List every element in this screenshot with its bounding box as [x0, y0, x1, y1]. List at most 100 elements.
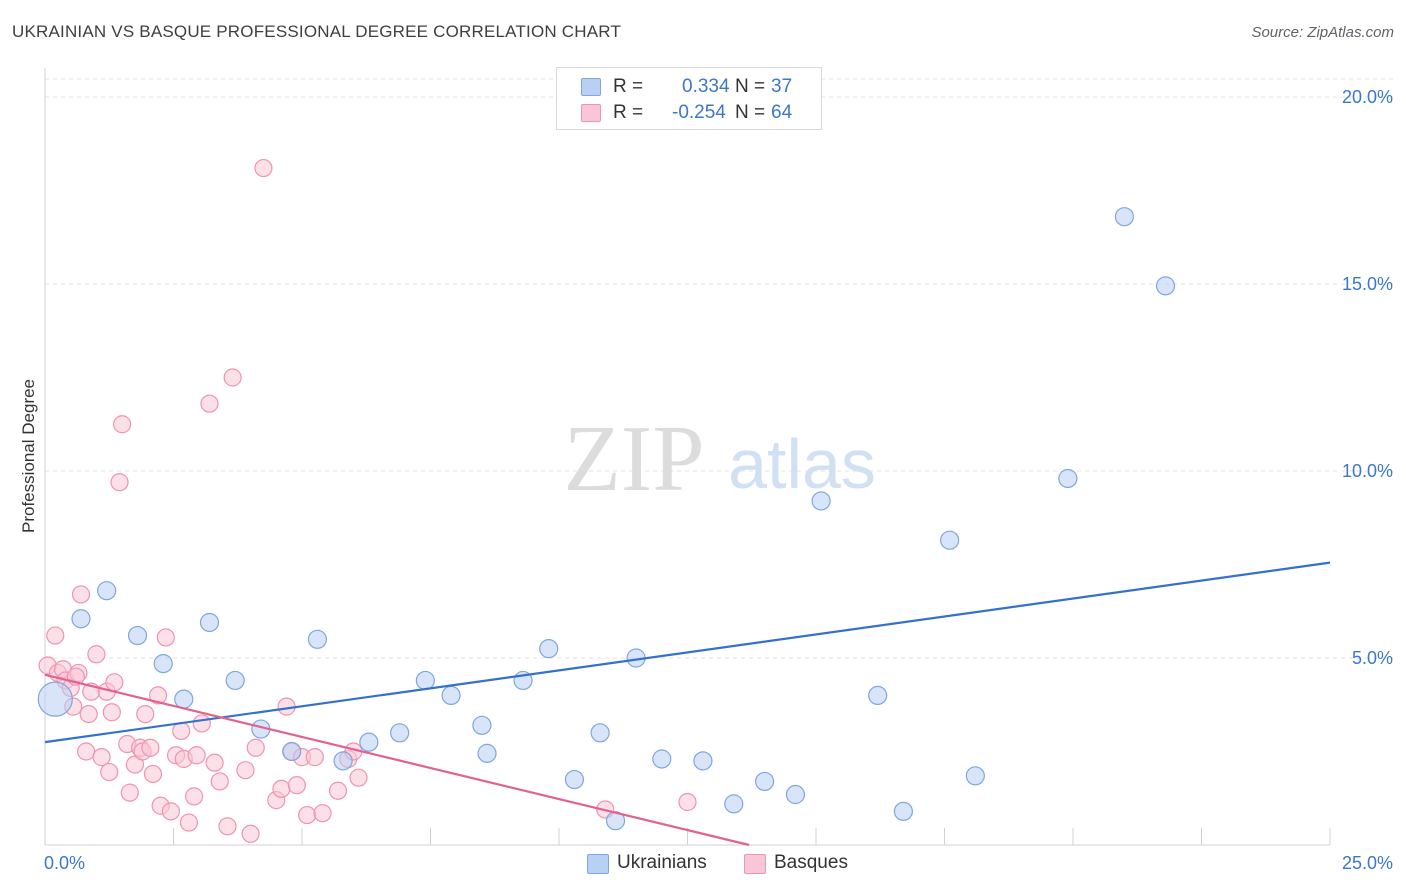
correlation-legend: R = 0.334 N = 37 R = -0.254 N = 64 — [556, 67, 822, 130]
basque-point — [210, 772, 229, 791]
watermark: ZIP atlas — [564, 407, 876, 511]
ukrainian-point — [174, 689, 194, 709]
gridlines — [45, 78, 1393, 659]
ukrainian-point — [415, 670, 435, 691]
basque-point — [71, 585, 91, 604]
basque-point — [192, 714, 211, 733]
legend-swatch-ukrainians — [581, 78, 601, 96]
trend-line-basques — [44, 673, 750, 847]
ukrainian-point — [390, 723, 410, 743]
ukrainian-point — [754, 771, 775, 792]
basque-point — [218, 817, 237, 836]
ukrainian-point — [724, 794, 744, 814]
legend-n-value-basques: 64 — [771, 102, 793, 123]
y-tick-label: 10.0% — [1342, 461, 1393, 481]
legend-n-label: N = — [735, 102, 766, 123]
ukrainian-point — [652, 749, 672, 769]
x-tick-label: 0.0% — [44, 853, 85, 873]
basque-point — [298, 805, 317, 825]
ukrainian-point — [693, 751, 713, 771]
basque-point — [87, 645, 106, 664]
basque-point — [102, 703, 121, 722]
ukrainian-point — [868, 685, 888, 706]
y-tick-label: 15.0% — [1342, 274, 1393, 294]
basque-point — [272, 779, 291, 799]
basque-point — [241, 824, 260, 843]
trend-lines — [44, 561, 1331, 847]
basque-point — [349, 768, 368, 787]
basque-point — [112, 415, 132, 434]
ukrainian-point — [965, 766, 985, 786]
ukrainian-point — [477, 743, 497, 763]
basque-point — [141, 738, 160, 757]
legend-n-value-ukrainians: 37 — [771, 76, 793, 97]
ukrainian-point — [307, 629, 328, 649]
basque-point — [148, 686, 168, 705]
ukrainian-point — [940, 530, 960, 550]
basque-point — [187, 746, 206, 765]
basque-point — [184, 787, 204, 806]
basque-point — [156, 628, 175, 647]
trend-line-ukrainians — [44, 561, 1331, 744]
ukrainian-point-large — [37, 681, 73, 717]
basque-point — [205, 753, 224, 772]
basque-point — [92, 748, 111, 767]
legend-swatch-basques — [581, 104, 601, 122]
ukrainian-point — [127, 625, 148, 646]
ukrainian-point — [225, 670, 245, 691]
ukrainian-point — [71, 609, 91, 629]
series-ukrainians — [37, 207, 1176, 831]
watermark-atlas: atlas — [728, 425, 876, 503]
basque-point — [236, 761, 255, 780]
ukrainian-point — [1058, 468, 1078, 489]
basque-point — [223, 368, 242, 387]
ukrainian-point — [441, 685, 461, 706]
ukrainian-point — [1155, 276, 1176, 296]
basque-point — [143, 764, 163, 784]
ukrainian-point — [333, 751, 353, 771]
bottom-legend-label-ukrainians: Ukrainians — [617, 852, 707, 873]
ukrainian-point — [97, 581, 117, 601]
ukrainian-point — [811, 491, 831, 511]
y-tick-label: 20.0% — [1342, 87, 1393, 107]
source-credit: Source: ZipAtlas.com — [1251, 24, 1394, 41]
y-axis-label: Professional Degree — [19, 379, 38, 533]
basque-point — [77, 742, 96, 761]
basque-point — [46, 626, 65, 645]
legend-r-label: R = — [613, 76, 644, 97]
basque-point — [246, 738, 265, 757]
ukrainian-point — [282, 741, 302, 762]
ukrainian-point — [539, 639, 559, 659]
ukrainian-point — [153, 654, 173, 674]
bottom-legend-swatch-ukrainians — [587, 854, 609, 874]
basque-point — [200, 394, 219, 413]
ukrainian-point — [564, 769, 585, 790]
ukrainian-point — [590, 723, 610, 743]
legend-n-label: N = — [735, 76, 766, 97]
basque-point — [287, 776, 306, 795]
basque-point — [79, 704, 98, 724]
basque-point — [305, 748, 324, 767]
basque-point — [313, 804, 332, 823]
basque-point — [100, 762, 119, 782]
ukrainian-point — [1114, 207, 1135, 227]
chart-title: UKRAINIAN VS BASQUE PROFESSIONAL DEGREE … — [12, 22, 622, 41]
basque-point — [136, 704, 155, 724]
basque-point — [120, 783, 139, 802]
bottom-legend-swatch-basques — [744, 854, 766, 874]
x-tick-labels: 0.0% 25.0% — [44, 853, 1393, 873]
ukrainian-point — [359, 732, 379, 752]
basque-point — [328, 781, 348, 800]
y-tick-label: 5.0% — [1352, 648, 1393, 668]
ukrainian-point — [785, 784, 806, 805]
legend-r-label: R = — [613, 102, 644, 123]
basque-point — [110, 473, 129, 492]
basque-point — [179, 813, 199, 832]
basque-point — [161, 802, 181, 821]
y-tick-labels: 5.0% 10.0% 15.0% 20.0% — [1342, 87, 1393, 668]
basque-point — [678, 792, 697, 812]
ukrainian-point — [893, 801, 913, 821]
basque-point — [105, 673, 124, 692]
bottom-legend-label-basques: Basques — [774, 852, 848, 873]
